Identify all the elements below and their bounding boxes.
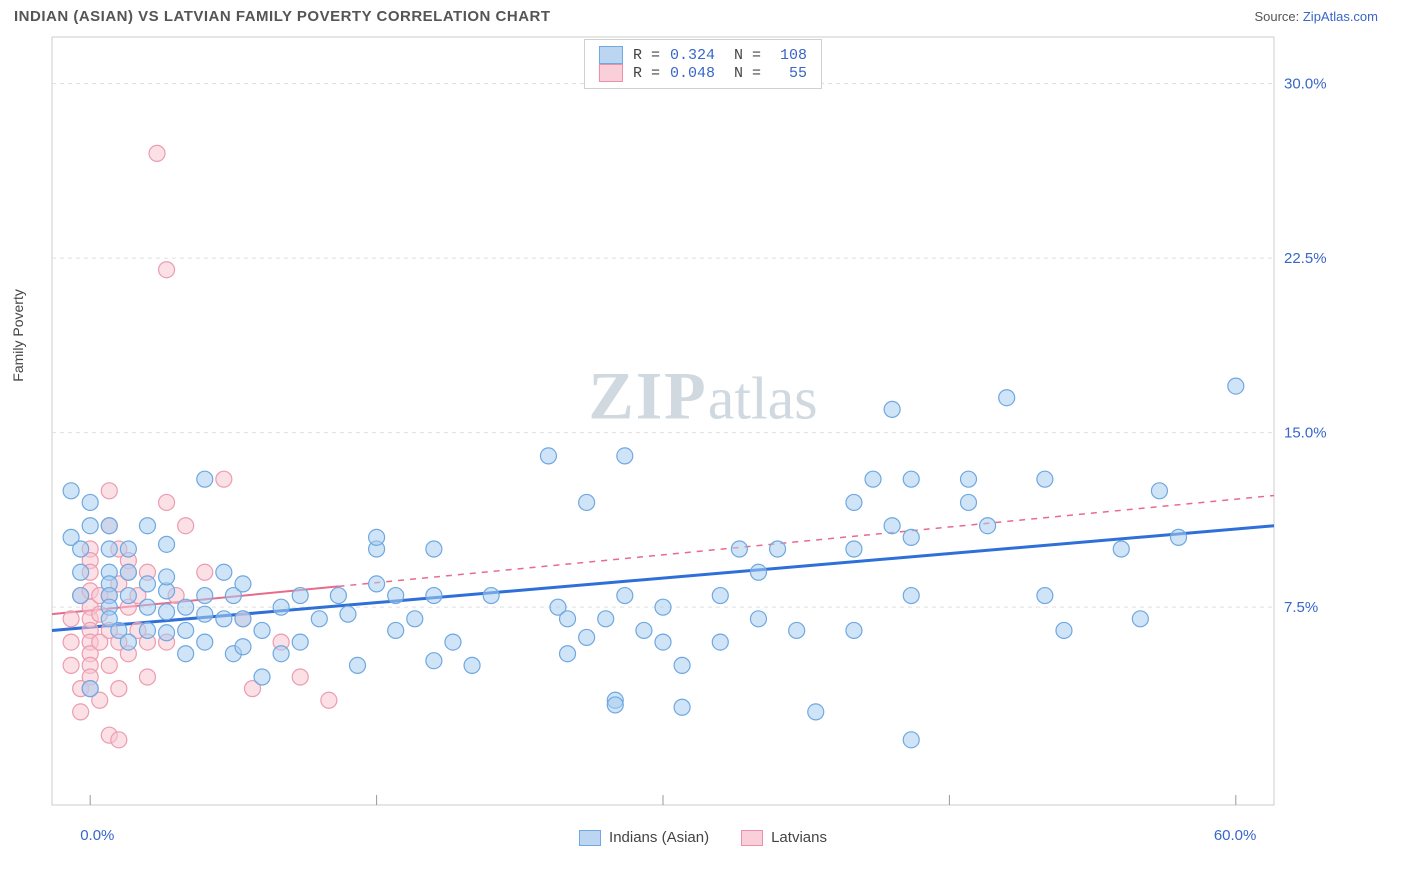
chart-title: INDIAN (ASIAN) VS LATVIAN FAMILY POVERTY… bbox=[14, 8, 551, 25]
svg-text:22.5%: 22.5% bbox=[1284, 250, 1327, 267]
x-axis-end-label: 60.0% bbox=[1214, 827, 1257, 844]
chart-container: Family Poverty 7.5%15.0%22.5%30.0% ZIPat… bbox=[14, 33, 1392, 823]
series-legend: Indians (Asian) Latvians bbox=[0, 829, 1406, 846]
correlation-legend: R =0.324 N = 108 R =0.048 N = 55 bbox=[584, 39, 822, 89]
legend-row: R =0.324 N = 108 bbox=[599, 46, 807, 64]
legend-item: Indians (Asian) bbox=[579, 829, 709, 846]
legend-item: Latvians bbox=[741, 829, 827, 846]
svg-text:7.5%: 7.5% bbox=[1284, 599, 1318, 616]
x-axis-start-label: 0.0% bbox=[80, 827, 114, 844]
scatter-chart: 7.5% 15.0% 22.5% 30.0% bbox=[14, 33, 1344, 823]
legend-row: R =0.048 N = 55 bbox=[599, 64, 807, 82]
source-link[interactable]: ZipAtlas.com bbox=[1303, 9, 1378, 24]
svg-text:30.0%: 30.0% bbox=[1284, 76, 1327, 93]
source-attribution: Source: ZipAtlas.com bbox=[1254, 9, 1378, 24]
y-axis-label: Family Poverty bbox=[10, 289, 26, 382]
svg-text:15.0%: 15.0% bbox=[1284, 425, 1327, 442]
